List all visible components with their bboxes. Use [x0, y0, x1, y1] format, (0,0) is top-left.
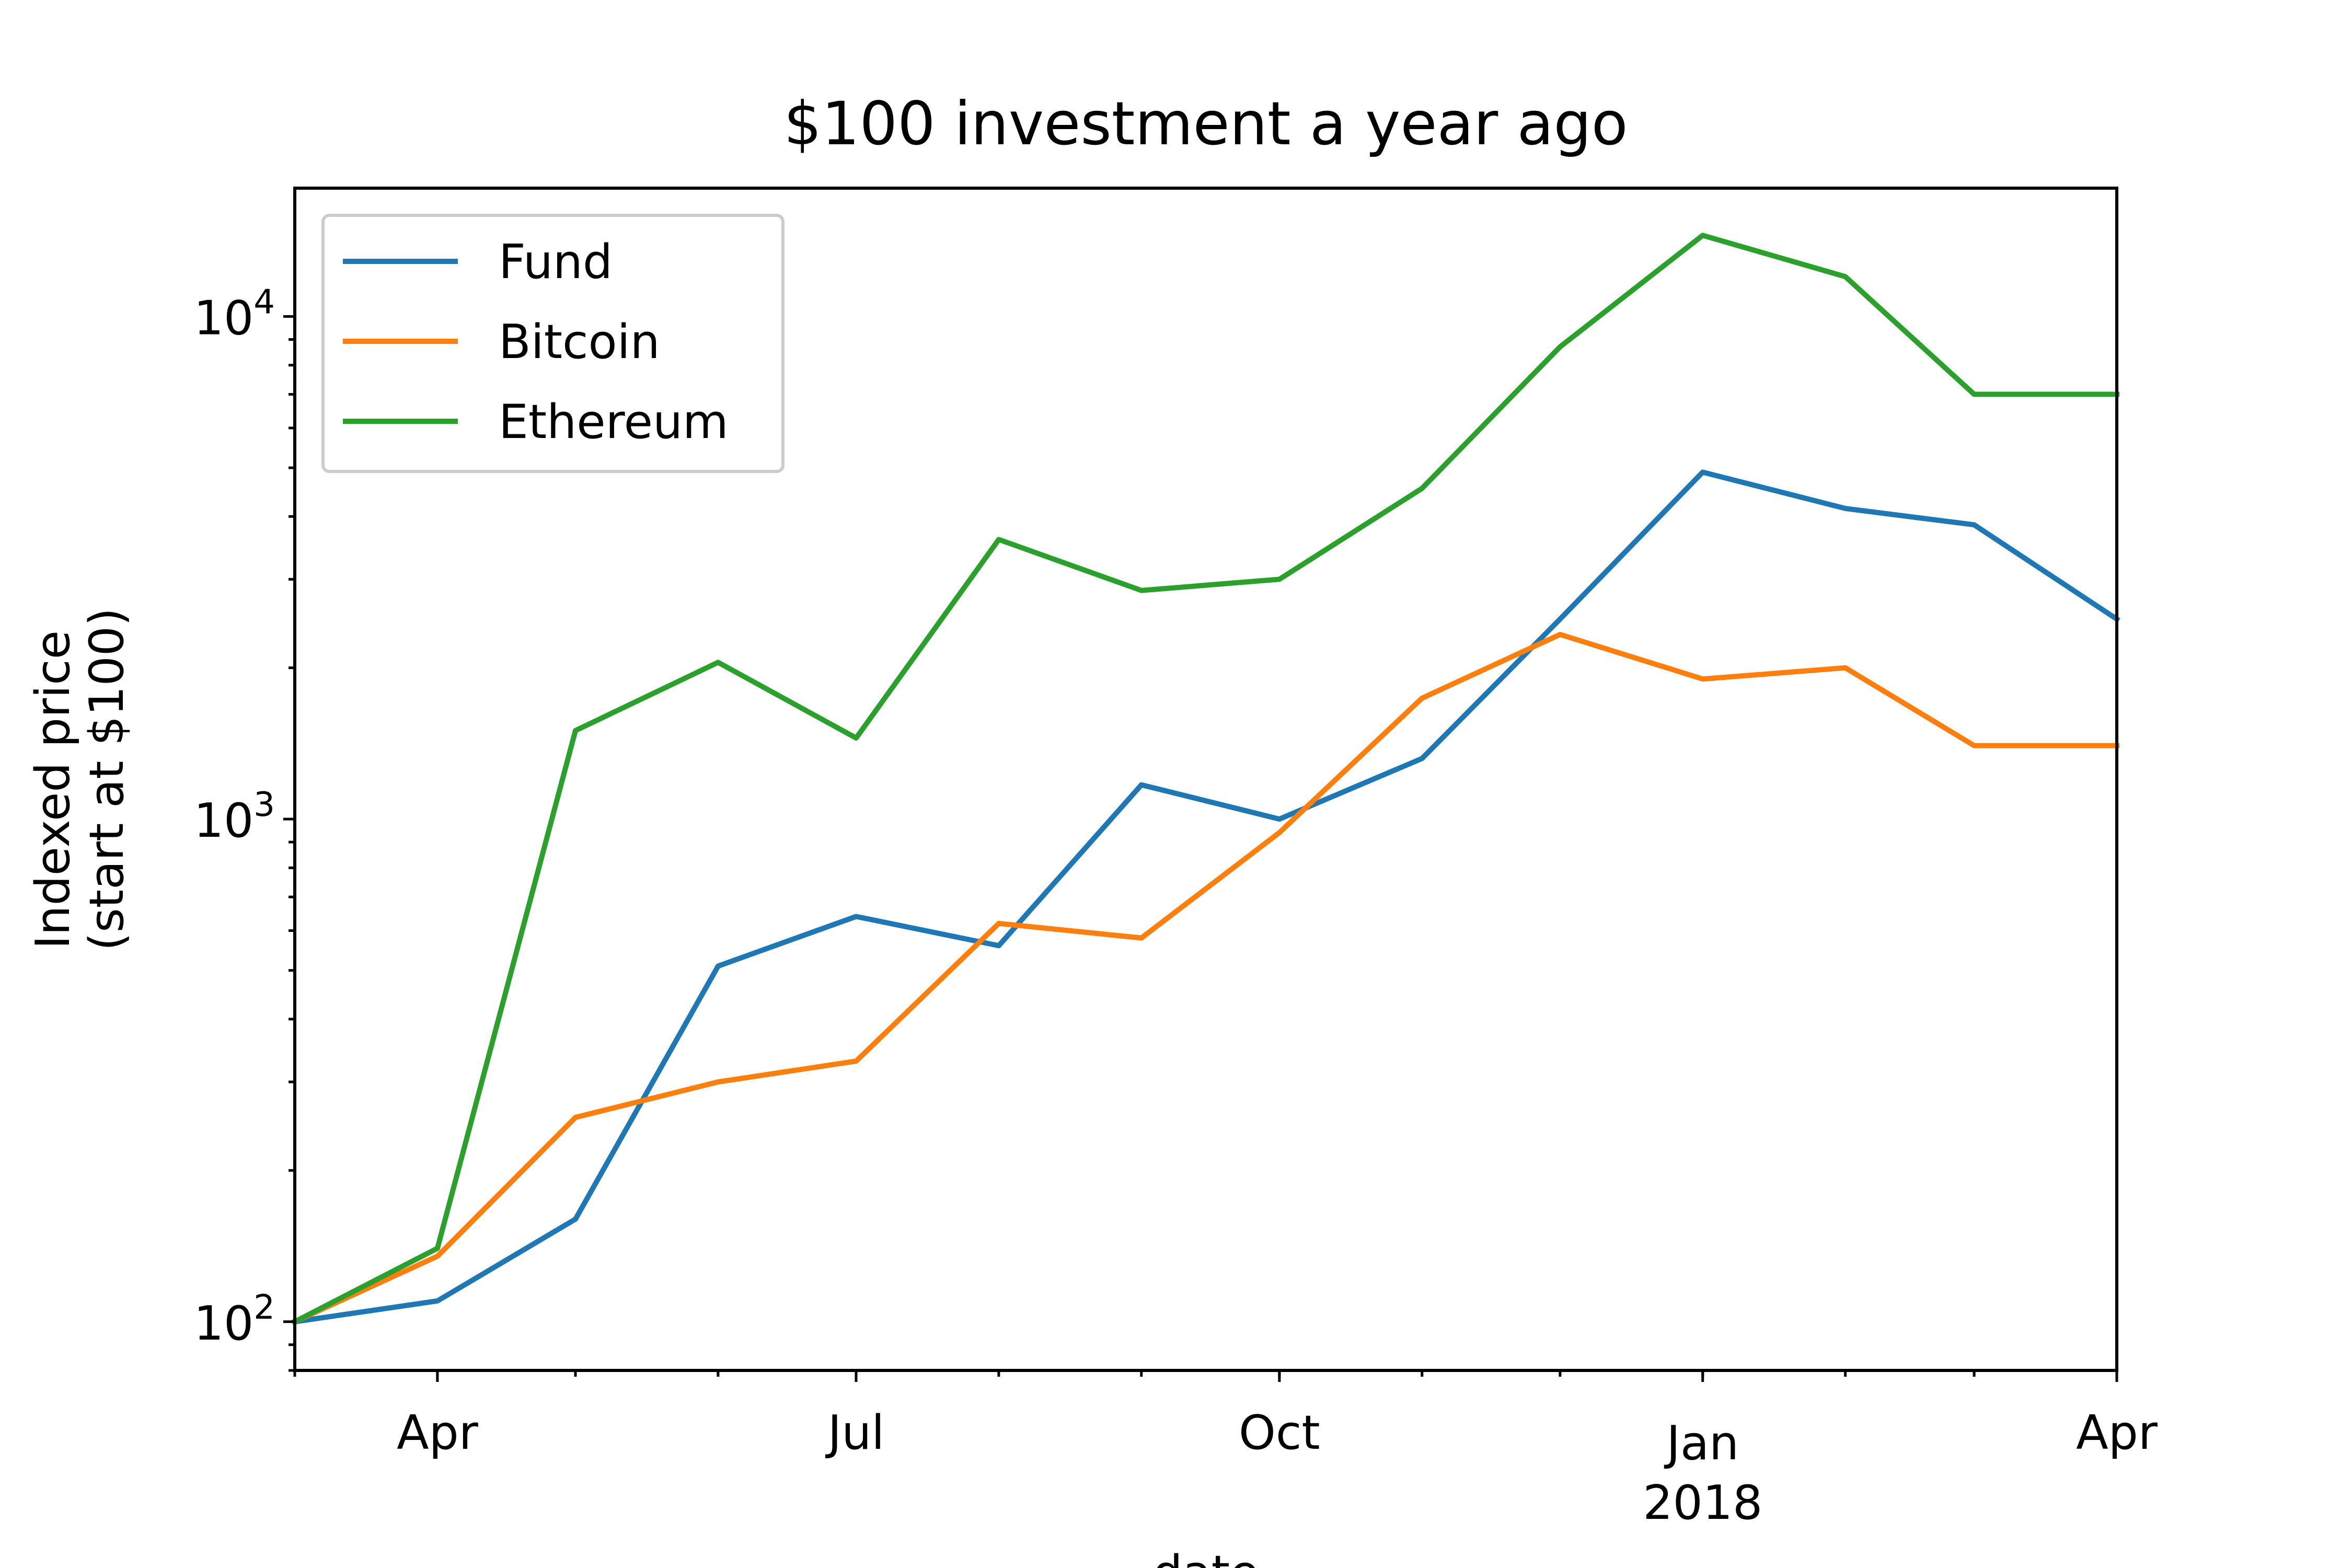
x-tick-label: Apr [397, 1405, 478, 1460]
series-line-fund [292, 469, 2120, 1325]
y-tick-label: 103 [194, 786, 275, 848]
legend-box [321, 214, 785, 473]
x-axis-label: date [1153, 1546, 1259, 1568]
x-tick-label: Oct [1239, 1405, 1320, 1460]
x-tick-label-year: 2018 [1643, 1475, 1762, 1530]
y-tick-label: 102 [194, 1288, 275, 1351]
legend: Fund Bitcoin Ethereum [321, 214, 785, 473]
series-layer [291, 233, 2120, 1325]
series-line-bitcoin [291, 631, 2119, 1325]
y-axis-label-line2: (start at $100) [79, 608, 134, 951]
x-tick-label: Jul [825, 1405, 885, 1460]
legend-label-fund: Fund [499, 235, 613, 290]
plot-area [291, 187, 2120, 1372]
y-axis: 102 103 104 [194, 283, 295, 1372]
y-tick-label: 104 [194, 283, 275, 345]
legend-label-ethereum: Ethereum [499, 395, 729, 449]
chart-title: $100 investment a year ago [784, 89, 1628, 158]
plot-frame [293, 187, 2118, 1372]
series-line-ethereum [291, 233, 2119, 1325]
x-tick-label: Apr [2076, 1405, 2158, 1460]
legend-label-bitcoin: Bitcoin [499, 315, 660, 370]
y-axis-label-line1: Indexed price [26, 630, 80, 949]
x-tick-label: Jan [1664, 1416, 1739, 1471]
